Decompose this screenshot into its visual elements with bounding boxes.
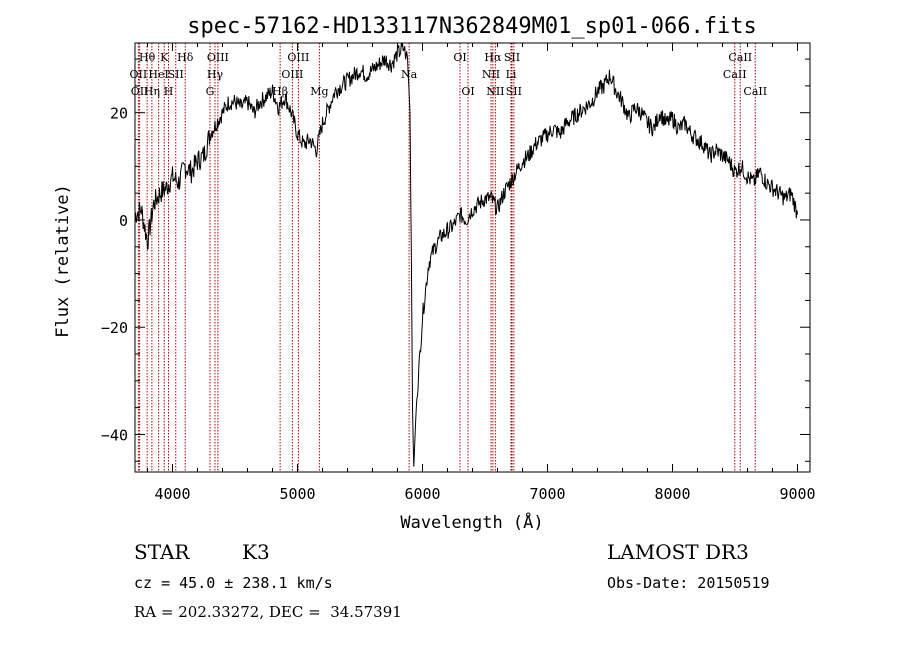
x-tick-label: 9000 — [779, 485, 815, 503]
line-marker-labels: HθOIIOIIHηHeIKHSIIHδGHγOIIIHβOIIIOIIIMgN… — [130, 51, 768, 98]
line-marker-label: Hθ — [139, 51, 156, 64]
line-marker-label: OIII — [287, 51, 309, 64]
line-marker-label: SII — [504, 51, 520, 64]
line-marker-label: SII — [168, 68, 184, 81]
coordinates-text: RA = 202.33272, DEC = 34.57391 — [134, 603, 402, 621]
y-axis-label: Flux (relative) — [53, 184, 73, 338]
line-marker-label: Li — [506, 68, 517, 81]
line-marker-label: SII — [506, 85, 522, 98]
y-tick-label: 0 — [119, 212, 128, 230]
y-tick-label: 20 — [110, 105, 128, 123]
x-axis-label: Wavelength (Å) — [400, 511, 543, 533]
spectral-subclass: K3 — [242, 540, 270, 564]
line-marker-label: Hα — [484, 51, 502, 64]
line-marker-label: NII — [486, 85, 504, 98]
observation-date: Obs-Date: 20150519 — [607, 574, 770, 592]
line-marker-label: HeI — [148, 68, 168, 81]
line-marker-label: OIII — [207, 51, 229, 64]
line-marker-label: OI — [461, 85, 474, 98]
line-marker-label: Hδ — [177, 51, 194, 64]
line-marker-label: CaII — [723, 68, 747, 81]
chart-title: spec-57162-HD133117N362849M01_sp01-066.f… — [187, 14, 757, 39]
line-marker-label: Mg — [310, 85, 328, 98]
y-tick-label: −40 — [101, 426, 128, 444]
line-marker-label: Hη — [144, 85, 160, 98]
x-tick-label: 4000 — [154, 485, 190, 503]
x-tick-label: 7000 — [529, 485, 565, 503]
line-marker-label: Na — [401, 68, 418, 81]
y-tick-label: −20 — [101, 319, 128, 337]
y-axis-ticks: −40 −20 0 20 — [101, 58, 810, 462]
line-marker-label: Hγ — [207, 68, 224, 81]
x-tick-label: 5000 — [279, 485, 315, 503]
line-marker-label: CaII — [743, 85, 767, 98]
line-marker-label: OIII — [281, 68, 303, 81]
line-marker-label: NII — [482, 68, 500, 81]
x-tick-label: 8000 — [654, 485, 690, 503]
line-marker-label: Hβ — [272, 85, 288, 98]
redshift-text: cz = 45.0 ± 238.1 km/s — [134, 574, 333, 592]
spectrum-line — [134, 43, 798, 467]
line-marker-label: OI — [453, 51, 466, 64]
object-class: STAR — [134, 540, 190, 564]
x-axis-ticks: 4000 5000 6000 7000 8000 9000 — [147, 43, 816, 503]
line-marker-label: K — [160, 51, 169, 64]
line-marker-label: H — [164, 85, 174, 98]
line-markers — [137, 43, 756, 472]
line-marker-label: OII — [130, 68, 148, 81]
line-marker-label: CaII — [728, 51, 752, 64]
x-tick-label: 6000 — [404, 485, 440, 503]
line-marker-label: G — [206, 85, 215, 98]
survey-name: LAMOST DR3 — [607, 540, 749, 564]
